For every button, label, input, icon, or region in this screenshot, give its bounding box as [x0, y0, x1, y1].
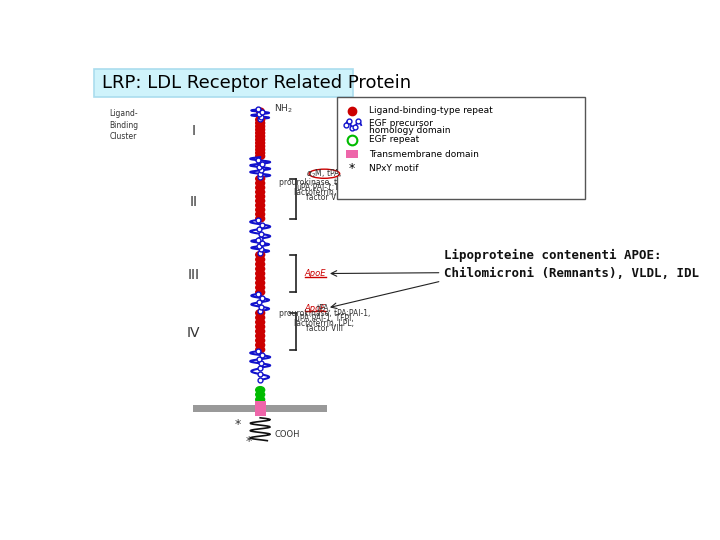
Circle shape — [256, 153, 265, 160]
Circle shape — [256, 143, 265, 150]
Text: EGF repeat: EGF repeat — [369, 135, 419, 144]
Text: tPA,: tPA, — [317, 303, 332, 313]
Text: uPA:PAI-1:TFPI,: uPA:PAI-1:TFPI, — [296, 184, 353, 192]
Ellipse shape — [309, 169, 340, 178]
Circle shape — [256, 346, 265, 353]
Circle shape — [256, 323, 265, 330]
Text: III: III — [187, 268, 199, 282]
Circle shape — [256, 289, 265, 295]
Text: IV: IV — [186, 326, 200, 340]
Circle shape — [256, 140, 265, 146]
Text: EGF precursor: EGF precursor — [369, 118, 433, 127]
Circle shape — [256, 188, 265, 195]
Circle shape — [256, 342, 265, 348]
Circle shape — [256, 136, 265, 143]
Circle shape — [256, 387, 265, 393]
Circle shape — [256, 270, 265, 277]
Circle shape — [256, 391, 265, 398]
Circle shape — [256, 150, 265, 156]
Text: Transmembrane domain: Transmembrane domain — [369, 150, 479, 159]
Circle shape — [256, 176, 265, 182]
Circle shape — [256, 333, 265, 339]
Circle shape — [256, 202, 265, 208]
Circle shape — [256, 126, 265, 133]
Circle shape — [256, 275, 265, 281]
Circle shape — [256, 284, 265, 291]
Circle shape — [256, 215, 265, 222]
Circle shape — [256, 120, 265, 126]
Circle shape — [256, 130, 265, 136]
FancyBboxPatch shape — [346, 150, 359, 158]
Circle shape — [256, 198, 265, 204]
Text: ApoE: ApoE — [305, 303, 326, 313]
Circle shape — [256, 256, 265, 263]
Circle shape — [256, 280, 265, 286]
Text: factor VIII: factor VIII — [306, 193, 343, 202]
Text: *: * — [349, 162, 356, 176]
Text: Lipoproteine contenenti APOE:
Chilomicroni (Remnants), VLDL, IDL: Lipoproteine contenenti APOE: Chilomicro… — [444, 249, 699, 280]
Circle shape — [256, 193, 265, 200]
Text: COOH: COOH — [274, 430, 300, 440]
Text: NPxY motif: NPxY motif — [369, 164, 418, 173]
Circle shape — [256, 337, 265, 344]
Text: prourokinase, tPA:PAI-1,: prourokinase, tPA:PAI-1, — [279, 308, 370, 318]
Text: lactoferrin, LPL,: lactoferrin, LPL, — [294, 188, 354, 197]
Text: LRP: LDL Receptor Related Protein: LRP: LDL Receptor Related Protein — [102, 74, 411, 92]
Circle shape — [256, 319, 265, 326]
Circle shape — [256, 211, 265, 218]
Bar — [193, 406, 327, 412]
Circle shape — [256, 396, 265, 403]
Text: homology domain: homology domain — [369, 126, 451, 135]
Circle shape — [256, 314, 265, 321]
Text: II: II — [189, 195, 197, 209]
Text: Ligand-binding-type repeat: Ligand-binding-type repeat — [369, 106, 492, 115]
Circle shape — [256, 108, 264, 114]
Text: uPA:PAI-1, TFPI,: uPA:PAI-1, TFPI, — [295, 314, 354, 322]
FancyBboxPatch shape — [94, 69, 354, 97]
Text: I: I — [192, 124, 195, 138]
Circle shape — [256, 206, 265, 213]
Text: *: * — [246, 435, 252, 448]
FancyBboxPatch shape — [337, 97, 585, 199]
Circle shape — [256, 116, 265, 123]
Circle shape — [256, 123, 265, 130]
Circle shape — [256, 252, 265, 258]
Text: $\alpha_2$M, tPA,: $\alpha_2$M, tPA, — [306, 167, 343, 180]
Circle shape — [256, 184, 265, 191]
Text: lactoferrin, LPL,: lactoferrin, LPL, — [294, 319, 354, 328]
Text: *: * — [235, 418, 241, 431]
Circle shape — [256, 180, 265, 186]
Circle shape — [256, 310, 265, 316]
Circle shape — [256, 328, 265, 335]
Circle shape — [256, 133, 265, 140]
Circle shape — [256, 266, 265, 272]
Circle shape — [256, 146, 265, 153]
Circle shape — [256, 261, 265, 267]
Text: NH$_2$: NH$_2$ — [274, 102, 293, 114]
Text: Ligand-
Binding
Cluster: Ligand- Binding Cluster — [109, 109, 138, 141]
Bar — [255, 401, 266, 416]
Text: factor VIII: factor VIII — [306, 323, 343, 333]
Text: ApoE: ApoE — [305, 269, 326, 278]
Text: prourokinase, tPA:PAI-1,: prourokinase, tPA:PAI-1, — [279, 178, 370, 187]
